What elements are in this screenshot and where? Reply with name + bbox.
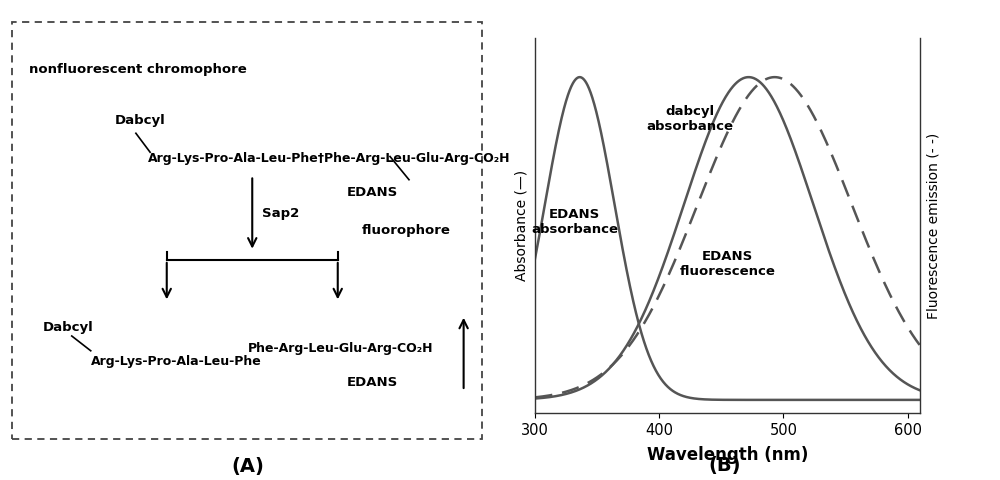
Text: EDANS
absorbance: EDANS absorbance <box>531 208 618 236</box>
Text: EDANS: EDANS <box>347 186 398 199</box>
Text: (B): (B) <box>709 456 741 475</box>
Text: Phe-Arg-Leu-Glu-Arg-CO₂H: Phe-Arg-Leu-Glu-Arg-CO₂H <box>248 342 433 355</box>
Text: nonfluorescent chromophore: nonfluorescent chromophore <box>29 63 247 76</box>
Text: Sap2: Sap2 <box>262 207 299 220</box>
X-axis label: Wavelength (nm): Wavelength (nm) <box>647 446 808 464</box>
Text: Dabcyl: Dabcyl <box>114 114 165 127</box>
Y-axis label: Fluorescence emission (- -): Fluorescence emission (- -) <box>927 132 941 319</box>
Text: Dabcyl: Dabcyl <box>43 321 94 334</box>
Text: fluorophore: fluorophore <box>362 224 450 237</box>
Text: dabcyl
absorbance: dabcyl absorbance <box>647 105 734 133</box>
Text: (A): (A) <box>231 457 264 477</box>
Text: Arg-Lys-Pro-Ala-Leu-Phe: Arg-Lys-Pro-Ala-Leu-Phe <box>91 355 262 368</box>
Text: Arg-Lys-Pro-Ala-Leu-Phe†Phe-Arg-Leu-Glu-Arg-CO₂H: Arg-Lys-Pro-Ala-Leu-Phe†Phe-Arg-Leu-Glu-… <box>148 152 510 165</box>
Y-axis label: Absorbance (—): Absorbance (—) <box>514 170 528 281</box>
Text: EDANS
fluorescence: EDANS fluorescence <box>680 251 775 278</box>
Text: EDANS: EDANS <box>347 376 398 389</box>
